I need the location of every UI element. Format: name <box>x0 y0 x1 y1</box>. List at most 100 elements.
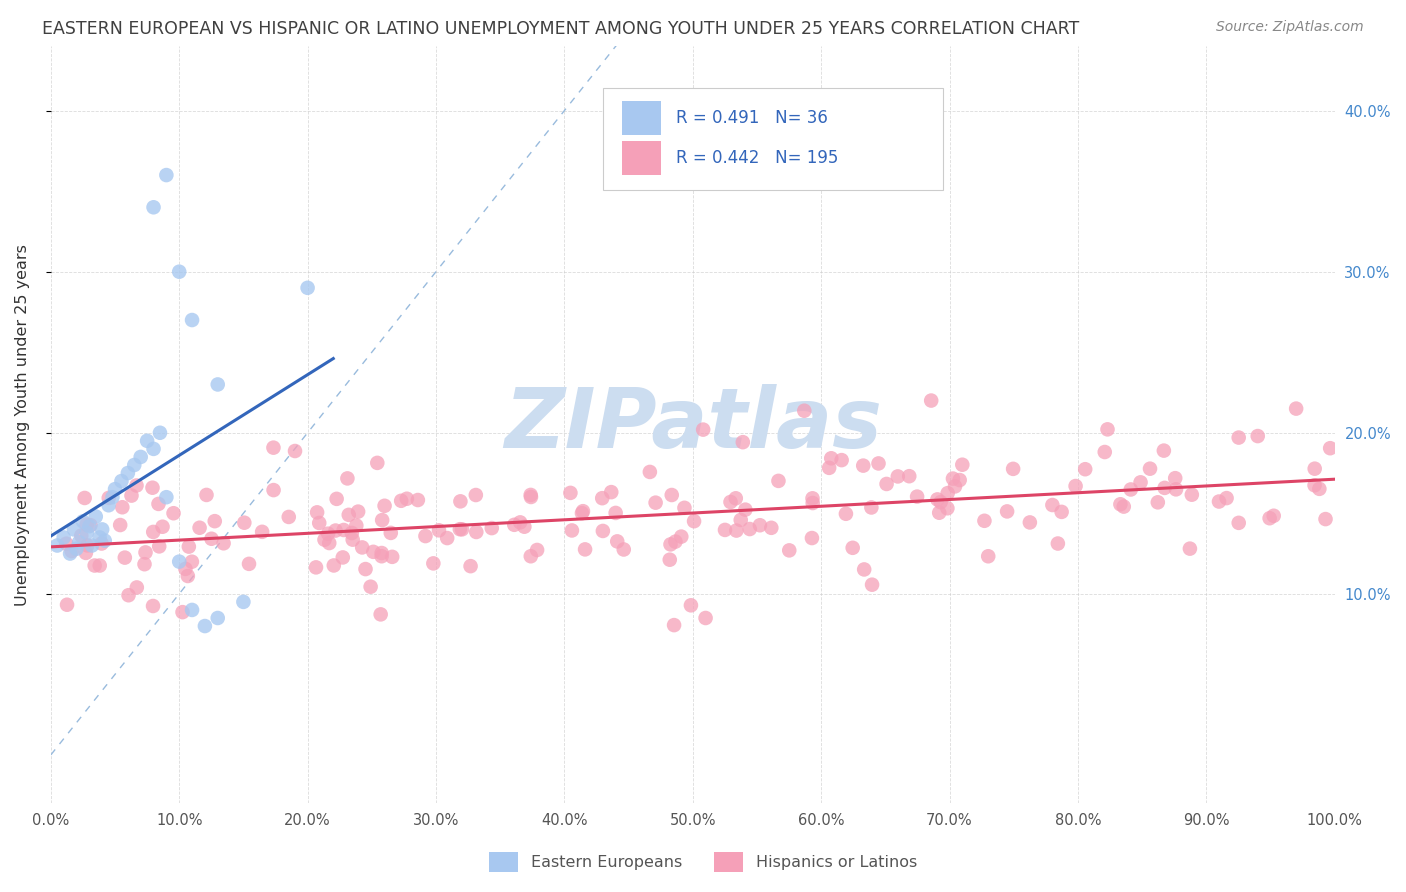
Point <box>1164 483 1187 497</box>
Point <box>605 506 627 520</box>
Point <box>818 460 841 475</box>
Point <box>692 423 714 437</box>
Point <box>336 471 359 485</box>
Point <box>572 504 595 518</box>
Point <box>591 491 613 505</box>
Point <box>520 549 543 564</box>
Point <box>449 522 471 536</box>
Point <box>638 465 661 479</box>
Point <box>520 490 543 504</box>
Text: EASTERN EUROPEAN VS HISPANIC OR LATINO UNEMPLOYMENT AMONG YOUTH UNDER 25 YEARS C: EASTERN EUROPEAN VS HISPANIC OR LATINO U… <box>42 20 1080 37</box>
Point <box>1247 429 1270 443</box>
Point <box>370 607 392 622</box>
Point <box>340 526 363 541</box>
Point <box>142 442 165 456</box>
Point <box>664 534 686 549</box>
Point <box>920 393 942 408</box>
Point <box>325 524 347 538</box>
Point <box>167 265 190 279</box>
Point <box>460 559 482 574</box>
Point <box>141 481 163 495</box>
Point <box>79 519 101 533</box>
Point <box>561 524 583 538</box>
Point <box>526 543 548 558</box>
Point <box>104 482 127 496</box>
Point <box>995 504 1018 518</box>
Point <box>1258 511 1281 525</box>
Point <box>207 377 229 392</box>
Point <box>60 544 83 558</box>
Point <box>1308 482 1330 496</box>
Point <box>67 535 90 549</box>
Point <box>72 514 94 528</box>
Point <box>734 502 756 516</box>
Point <box>389 493 412 508</box>
Point <box>181 603 204 617</box>
Point <box>1319 441 1341 455</box>
Point <box>91 523 114 537</box>
Point <box>465 524 488 539</box>
Point <box>46 539 69 553</box>
Point <box>83 558 105 573</box>
Point <box>738 522 761 536</box>
Point <box>318 536 340 550</box>
Point <box>212 536 235 550</box>
Point <box>427 524 450 538</box>
Point <box>174 562 197 576</box>
Point <box>381 549 404 564</box>
Point <box>673 500 696 515</box>
Point <box>1002 462 1025 476</box>
Point <box>148 497 170 511</box>
Point <box>250 524 273 539</box>
Point <box>1208 494 1230 508</box>
Point <box>768 474 790 488</box>
Point <box>1315 512 1337 526</box>
Point <box>592 524 614 538</box>
Point <box>1227 431 1250 445</box>
Point <box>659 537 682 551</box>
Point <box>262 441 284 455</box>
Point <box>149 425 172 440</box>
Point <box>1112 500 1135 514</box>
Point <box>1146 495 1168 509</box>
Point <box>905 490 928 504</box>
Point <box>65 541 87 556</box>
Point <box>80 539 103 553</box>
Point <box>177 540 200 554</box>
Point <box>671 530 693 544</box>
Point <box>371 513 394 527</box>
Point <box>800 531 823 545</box>
Point <box>97 491 120 505</box>
Point <box>1153 443 1175 458</box>
Point <box>76 517 98 532</box>
FancyBboxPatch shape <box>621 101 661 135</box>
Point <box>177 569 200 583</box>
Point <box>1303 461 1326 475</box>
Point <box>1094 445 1116 459</box>
Point <box>117 588 139 602</box>
Point <box>509 516 531 530</box>
Point <box>142 200 165 214</box>
Point <box>928 506 950 520</box>
Point <box>860 577 883 591</box>
Point <box>307 505 329 519</box>
Point <box>449 494 471 508</box>
Point <box>571 506 593 520</box>
Point <box>354 562 377 576</box>
Point <box>720 495 742 509</box>
Point <box>188 521 211 535</box>
Point <box>801 496 824 510</box>
Point <box>436 531 458 545</box>
FancyBboxPatch shape <box>603 87 943 190</box>
Point <box>325 491 347 506</box>
Point <box>835 507 858 521</box>
Point <box>679 599 702 613</box>
Point <box>841 541 863 555</box>
Point <box>125 581 148 595</box>
Point <box>172 605 194 619</box>
Point <box>380 525 402 540</box>
Point <box>927 492 949 507</box>
Point <box>370 546 392 560</box>
Point <box>415 529 437 543</box>
Point <box>117 466 139 480</box>
